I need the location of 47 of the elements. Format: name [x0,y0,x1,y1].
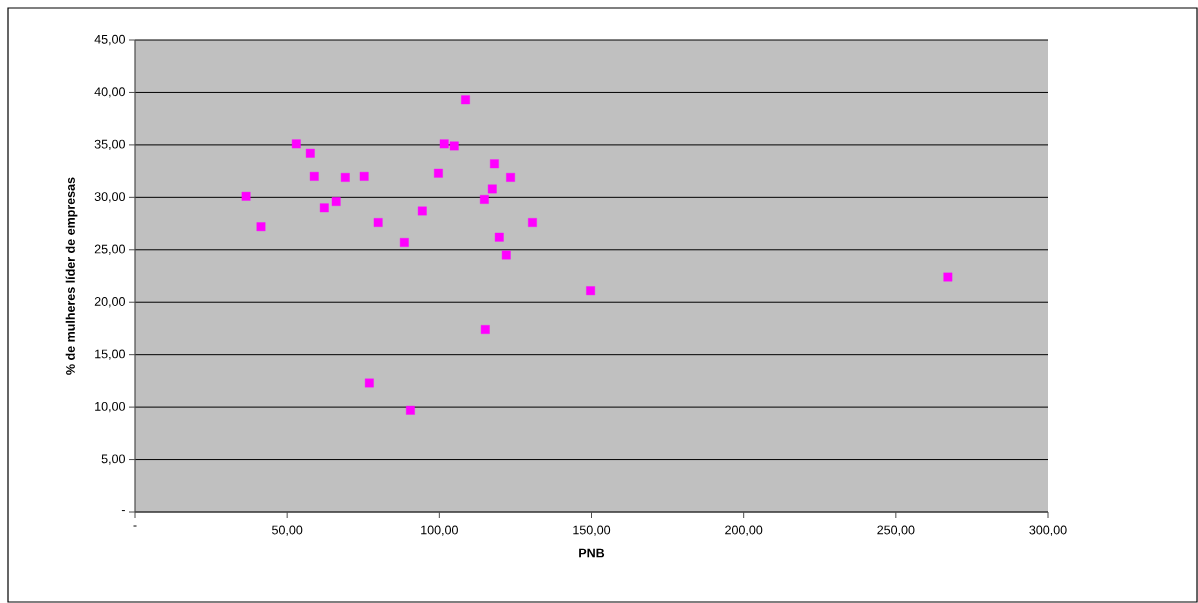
x-tick-label: - [133,525,137,527]
y-tick-label: 20,00 [94,297,125,308]
x-tick-label: 250,00 [877,525,915,536]
point [479,195,489,204]
point [943,272,953,282]
x-axis-title: PNB [579,548,605,558]
point [373,218,383,227]
point [461,95,470,105]
x-tick-label: 300,00 [1029,525,1067,536]
point [406,405,415,415]
point [241,191,251,201]
x-tick-label: 50,00 [272,525,303,536]
point [449,141,459,151]
point [256,222,266,232]
point [439,139,449,149]
point [494,232,504,242]
point [487,184,497,194]
y-tick-label: 15,00 [95,349,125,360]
point [490,159,499,169]
point [528,218,537,227]
point [480,325,490,334]
y-tick-label: 25,00 [94,244,125,255]
point [506,173,515,182]
y-tick-label: 35,00 [94,139,125,151]
x-tick-label: 150,00 [573,525,611,536]
point [331,197,341,206]
y-tick-label: 30,00 [94,192,125,203]
x-tick-label: 100,00 [421,525,458,536]
point [291,139,301,149]
y-axis-title: % de mulheres líder de empresas [65,177,78,375]
point [501,250,511,260]
point [399,238,409,247]
x-tick-label: 200,00 [725,525,763,536]
point [359,171,369,181]
point [305,148,315,158]
point [319,203,329,213]
point [586,286,595,296]
y-tick-label: - [121,510,125,512]
point [309,171,319,181]
point [364,378,374,388]
y-tick-label: 5,00 [101,454,125,465]
y-tick-label: 45,00 [94,34,125,46]
y-tick-label: 10,00 [95,401,125,413]
y-tick-label: 40,00 [94,87,125,98]
point [340,173,350,182]
point [417,206,427,216]
point [434,168,443,178]
